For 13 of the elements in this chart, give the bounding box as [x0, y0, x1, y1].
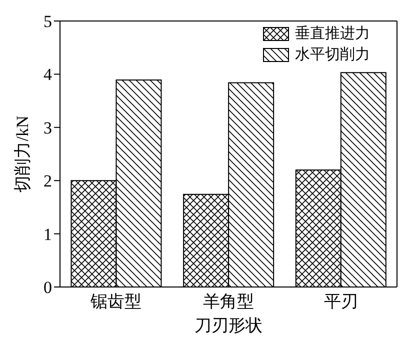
y-tick-label: 5 [44, 12, 52, 32]
x-tick-label: 平刃 [324, 292, 358, 312]
y-tick-label: 2 [44, 172, 52, 191]
y-tick-label: 1 [44, 224, 52, 244]
x-axis-title: 刀刃形状 [194, 316, 262, 335]
y-tick-label: 0 [44, 278, 52, 298]
y-axis-title: 切削力/kN [13, 116, 32, 192]
legend-label: 水平切削力 [295, 46, 370, 64]
y-tick-label: 3 [44, 118, 52, 138]
y-tick-label: 4 [44, 65, 52, 84]
x-tick-label: 锯齿型 [90, 292, 142, 312]
legend-label: 垂直推进力 [295, 24, 370, 43]
x-tick-label: 羊角型 [203, 292, 254, 312]
